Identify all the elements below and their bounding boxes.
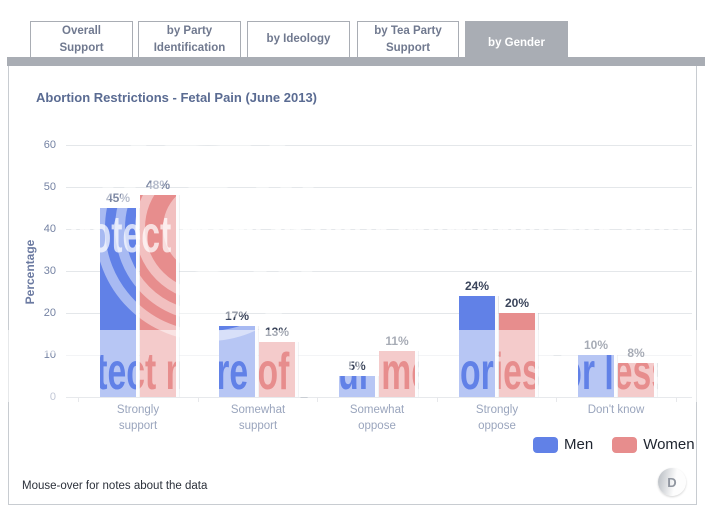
gridline [66,313,692,314]
women-color-swatch [612,436,638,453]
category-label: Strongly oppose [437,402,557,434]
d-logo-badge[interactable]: D [658,468,686,496]
tab-by-party-identification[interactable]: by Party Identification [138,21,241,58]
gridline [66,145,692,146]
y-tick-label: 30 [43,265,56,277]
tab-label: Overall Support [59,24,104,54]
legend-label-men: Men [564,436,594,453]
bar-value-label: 10% [583,338,609,352]
men-color-swatch [533,436,558,453]
category-label-line: support [118,420,158,433]
legend-item-women[interactable]: Women [612,436,695,453]
y-tick-label: 50 [43,181,56,193]
category-label: Somewhat oppose [317,402,437,434]
x-axis-line [66,397,692,398]
bar-men-don-t-know[interactable] [578,355,614,397]
category-label-line: Somewhat [230,404,286,416]
category-label: Don't know [556,402,676,418]
bar-value-label: 48% [145,178,171,192]
tab-by-gender[interactable]: by Gender [465,21,568,66]
legend-label-women: Women [643,436,695,453]
tab-by-tea-party-support[interactable]: by Tea Party Support [357,21,459,58]
bar-value-label: 45% [105,191,131,205]
y-tick-label: 20 [43,307,56,319]
bar-men-strongly-support[interactable] [100,208,136,397]
category-label-line: Somewhat [349,404,405,416]
bar-men-somewhat-oppose[interactable] [339,376,375,397]
bar-value-label: 17% [224,309,250,323]
tab-strip-band [7,57,705,66]
y-tick-label: 60 [43,139,56,151]
category-label-line: Strongly [116,404,160,416]
category-label-line: Don't know [587,404,645,416]
bar-women-somewhat-oppose[interactable] [379,351,415,397]
bar-value-label: 8% [627,346,645,360]
bar-men-strongly-oppose[interactable] [459,296,495,397]
tab-label: by Gender [488,37,545,50]
bar-women-strongly-oppose[interactable] [499,313,535,397]
category-label-line: Strongly [475,404,519,416]
gridline [66,229,692,230]
chart-legend: Men Women [533,436,695,453]
bar-men-somewhat-support[interactable] [219,326,255,397]
x-axis-tick [676,397,677,402]
category-label: Strongly support [78,402,198,434]
bar-women-somewhat-support[interactable] [259,342,295,397]
legend-item-men[interactable]: Men [533,436,593,453]
tab-by-ideology[interactable]: by Ideology [247,21,350,58]
gridline [66,187,692,188]
y-tick-label: 10 [43,349,56,361]
bar-value-label: 13% [264,325,290,339]
tab-label: by Party Identification [153,24,226,54]
bar-value-label: 5% [348,359,366,373]
mouseover-note: Mouse-over for notes about the data [22,480,208,492]
category-label-line: oppose [478,420,516,433]
y-tick-label: 40 [43,223,56,235]
category-label-line: oppose [358,420,396,433]
gridline [66,271,692,272]
tab-label: by Tea Party Support [374,24,442,54]
bar-value-label: 24% [464,279,490,293]
category-label-line: support [238,420,278,433]
bar-value-label: 20% [504,296,530,310]
bar-women-don-t-know[interactable] [618,363,654,397]
chart-title: Abortion Restrictions - Fetal Pain (June… [36,90,317,105]
y-tick-label: 0 [49,391,56,403]
tab-label: by Ideology [266,33,331,46]
tab-overall-support[interactable]: Overall Support [30,21,133,58]
bar-women-strongly-support[interactable] [140,195,176,397]
bar-value-label: 11% [385,334,409,348]
category-label: Somewhat support [198,402,318,434]
